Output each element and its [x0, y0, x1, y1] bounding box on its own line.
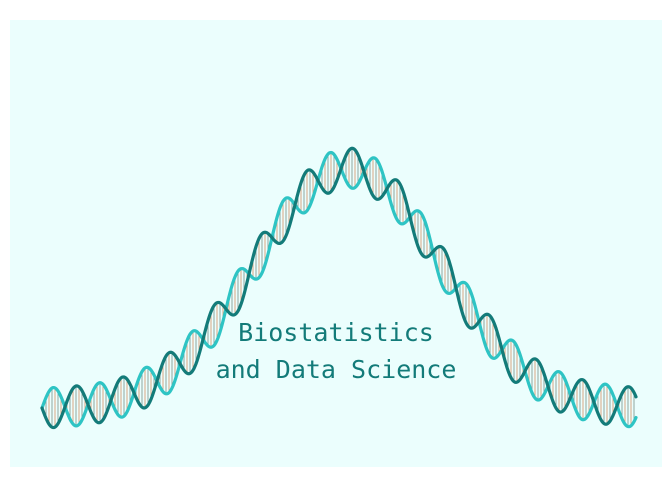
logo-title-line-2: and Data Science	[190, 351, 482, 388]
logo-title-line-1: Biostatistics	[190, 314, 482, 351]
logo-caption: Biostatistics and Data Science	[190, 314, 482, 388]
